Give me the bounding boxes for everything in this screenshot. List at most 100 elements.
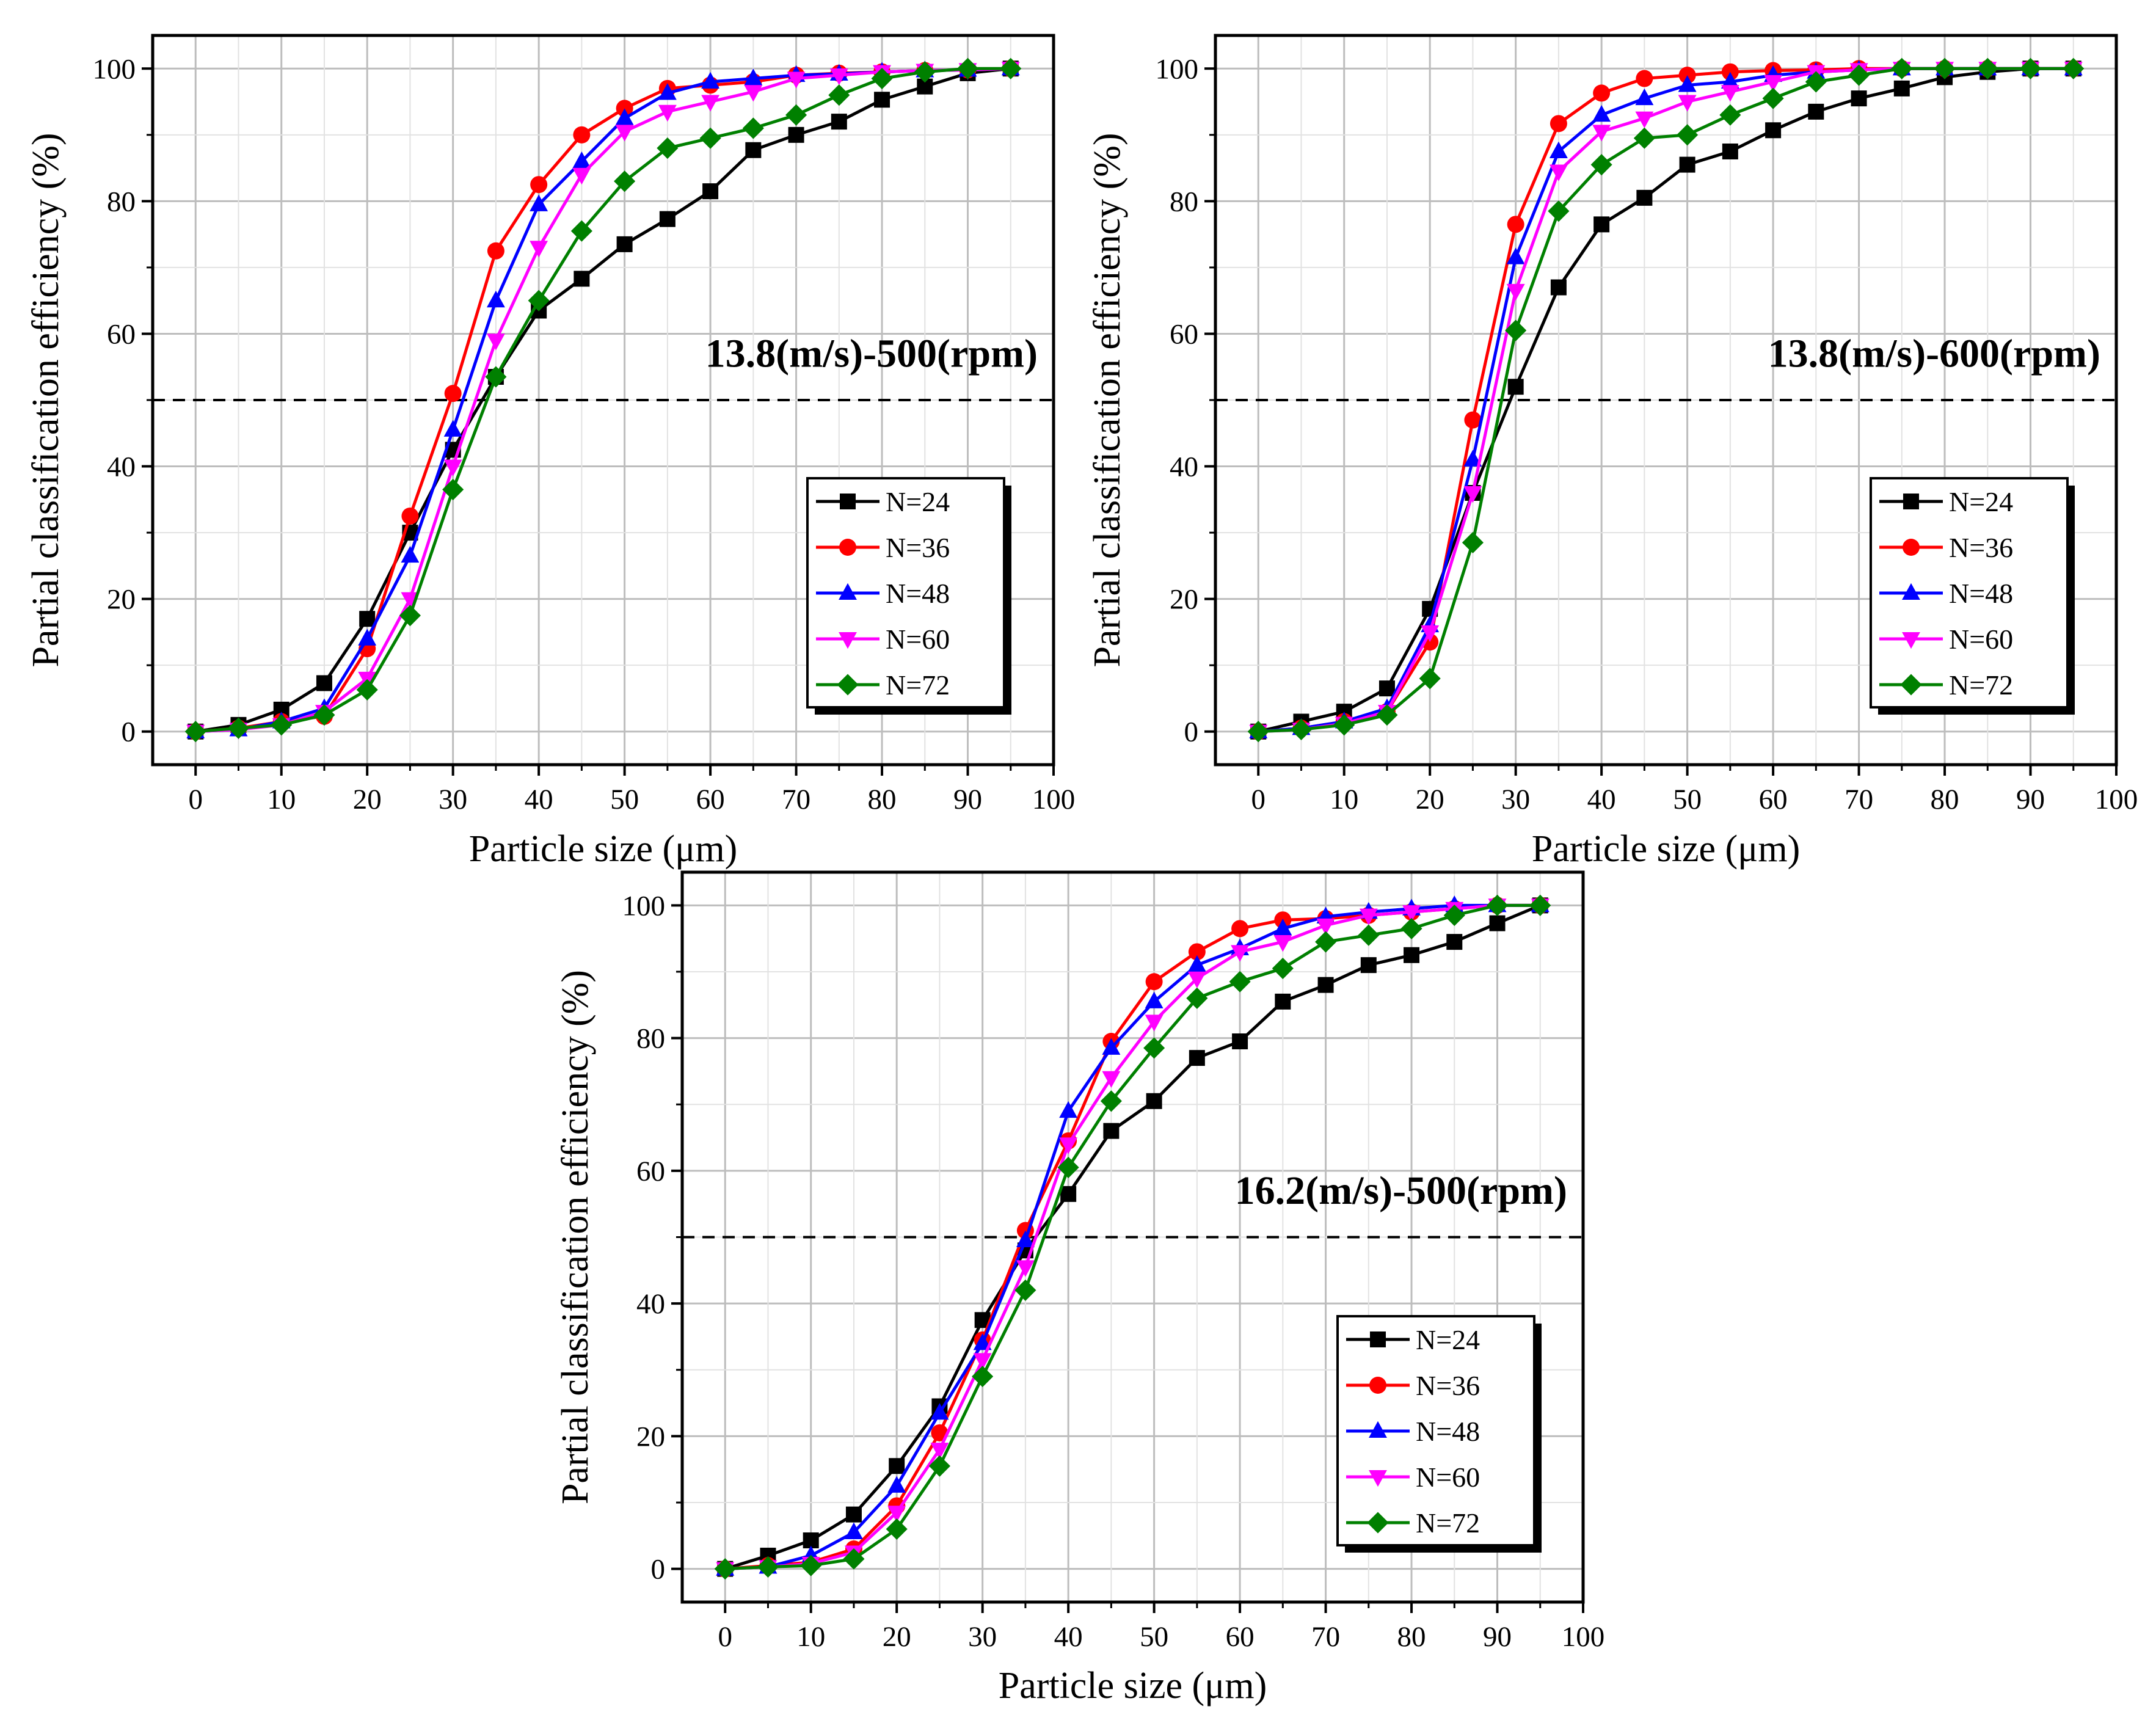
data-point [1549,164,1568,181]
data-point [1486,894,1509,916]
data-point [1679,156,1695,173]
data-point [443,420,462,437]
data-point [616,236,633,252]
x-tick-label: 70 [1311,1621,1340,1653]
legend: N=24 N=36 N=48 N=60 N=72 [806,477,1011,715]
legend-label: N=48 [1416,1416,1480,1447]
y-tick-label: 20 [107,584,136,616]
legend-swatch-marker [1367,1512,1389,1534]
data-point [889,1458,905,1474]
data-point [699,127,721,149]
data-point [973,1333,992,1350]
data-point [1145,991,1164,1008]
data-point [1721,63,1739,81]
data-point [917,78,933,95]
data-point [313,704,335,726]
legend-swatch-marker [837,674,859,696]
x-tick-label: 40 [1054,1621,1083,1653]
data-point [930,1403,949,1420]
y-tick-label: 0 [651,1554,666,1586]
y-tick-label: 20 [1170,584,1198,616]
data-point [1290,718,1313,741]
data-point [1358,924,1380,946]
data-point [1400,917,1422,939]
data-point [956,57,979,79]
data-point [1762,87,1784,109]
data-point [615,108,634,125]
series-N=72 [184,57,1022,743]
y-tick-label: 60 [636,1156,665,1187]
data-point [1505,319,1527,341]
legend-label: N=72 [886,669,950,701]
data-point [1593,216,1610,233]
legend-swatch-marker [1369,1377,1386,1394]
data-point [1891,57,1913,79]
data-point [1187,971,1206,989]
data-point [1059,1137,1078,1154]
data-point [530,194,548,211]
data-point [1592,125,1611,142]
data-point [1333,714,1355,736]
data-point [757,1556,779,1578]
x-axis-title: Particle size (μm) [1532,828,1801,870]
data-point [1506,247,1525,264]
data-point [972,1366,994,1388]
x-tick-label: 0 [188,784,203,815]
data-point [316,675,332,691]
data-point [1934,57,1956,79]
data-point [887,1476,906,1493]
data-point [886,1518,908,1540]
x-tick-label: 100 [1032,784,1076,815]
data-point [1463,450,1482,467]
x-tick-label: 80 [868,784,897,815]
data-point [358,628,377,646]
data-point [528,290,550,311]
data-point [914,61,936,83]
legend-label: N=48 [1949,578,2013,609]
data-point [871,68,893,90]
data-point [1316,918,1335,936]
data-point [714,1558,736,1580]
legend-swatch-marker [839,583,857,600]
data-point [442,478,464,501]
y-tick-label: 20 [636,1421,665,1452]
series-N=72 [714,894,1551,1580]
data-point [1143,1037,1165,1059]
data-point [1247,721,1269,743]
data-point [843,1548,865,1570]
x-tick-label: 30 [1501,784,1530,815]
data-point [1636,70,1653,87]
data-point [974,1312,991,1328]
data-point [401,507,419,525]
data-point [1145,973,1163,991]
data-point [658,104,677,122]
data-point [887,1506,906,1523]
data-point [615,125,634,142]
x-tick-label: 30 [968,1621,997,1653]
y-tick-label: 40 [107,451,136,483]
data-point [401,545,420,563]
data-point [1404,947,1420,963]
legend-swatch-marker [1902,632,1920,649]
data-point [745,142,762,158]
data-point [1376,704,1398,726]
data-point [787,71,806,89]
data-point [1529,894,1551,916]
legend-label: N=48 [886,578,950,609]
legend-swatch-marker [1900,674,1922,696]
chart-panel-16.2-500: 0 10 20 30 40 50 60 70 80 90 100 0 20 40 60 80 100 16.2(m… [555,870,1604,1707]
data-point [1402,905,1421,922]
data-point [399,605,421,627]
data-point [659,211,676,227]
legend-swatch-marker [1902,583,1920,600]
data-point [1489,915,1506,931]
data-point [530,176,548,194]
data-point [1360,957,1377,974]
data-point [1102,1071,1121,1088]
legend-swatch-marker [840,494,856,509]
data-point [1057,1156,1079,1178]
x-tick-label: 60 [696,784,725,815]
data-point [1765,122,1782,139]
data-point [572,167,591,185]
y-tick-label: 40 [636,1288,665,1320]
